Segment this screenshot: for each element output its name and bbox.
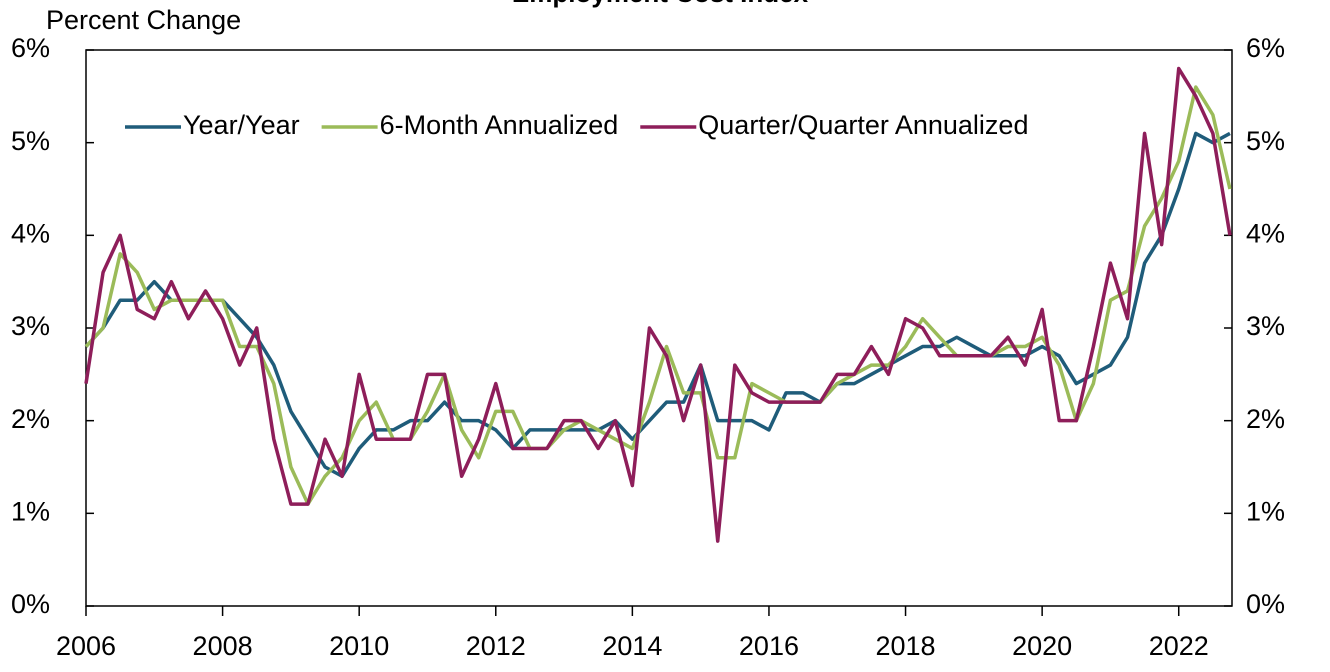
- x-tick-label: 2022: [1149, 631, 1209, 661]
- legend-label: Year/Year: [183, 110, 300, 140]
- x-tick-label: 2018: [876, 631, 936, 661]
- y-axis-label: Percent Change: [46, 5, 241, 35]
- x-tick-label: 2012: [466, 631, 526, 661]
- y-tick-label: 5%: [11, 126, 50, 156]
- y-tick-label: 1%: [11, 496, 50, 526]
- y-tick-label: 0%: [11, 589, 50, 619]
- y-tick-label: 3%: [11, 311, 50, 341]
- x-tick-label: 2014: [602, 631, 662, 661]
- y2-tick-label: 5%: [1246, 126, 1285, 156]
- legend-label: 6-Month Annualized: [380, 110, 619, 140]
- x-tick-label: 2010: [329, 631, 389, 661]
- x-tick-label: 2006: [56, 631, 116, 661]
- chart-title: Employment Cost Index: [512, 0, 809, 8]
- y2-tick-label: 1%: [1246, 496, 1285, 526]
- x-tick-label: 2008: [193, 631, 253, 661]
- legend-label: Quarter/Quarter Annualized: [698, 110, 1028, 140]
- x-tick-label: 2016: [739, 631, 799, 661]
- series-line: [84, 85, 1232, 506]
- y2-tick-label: 0%: [1246, 589, 1285, 619]
- y2-tick-label: 6%: [1246, 33, 1285, 63]
- y-tick-label: 4%: [11, 218, 50, 248]
- y-tick-label: 2%: [11, 404, 50, 434]
- x-tick-label: 2020: [1012, 631, 1072, 661]
- series-line: [84, 131, 1231, 479]
- y2-tick-label: 3%: [1246, 311, 1285, 341]
- y2-tick-label: 2%: [1246, 404, 1285, 434]
- y2-tick-label: 4%: [1246, 218, 1285, 248]
- series-line: [84, 66, 1232, 543]
- y-tick-label: 6%: [11, 33, 50, 63]
